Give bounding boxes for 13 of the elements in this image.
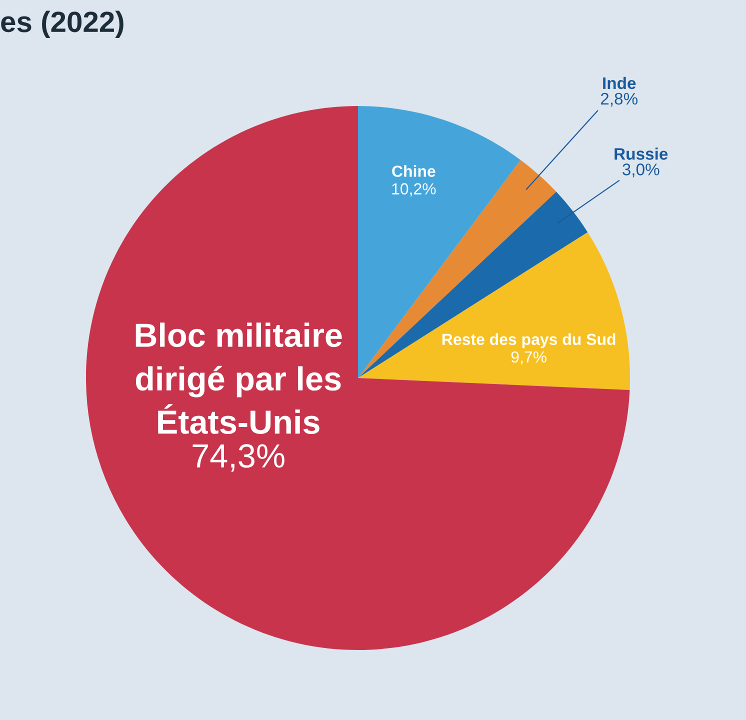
slice-label: Inde: [603, 76, 636, 90]
data-label: 10,2%: [392, 183, 436, 196]
slice-label: Chine: [392, 165, 436, 177]
slice-label: Reste des pays du Sud: [442, 333, 616, 348]
chart-title: es (2022): [1, 10, 124, 38]
slice-label: Bloc militaire dirigé par les États-Unis: [136, 322, 342, 434]
data-label: 74,3%: [192, 444, 284, 472]
data-label: 3,0%: [622, 164, 660, 178]
data-label: 9,7%: [511, 351, 546, 365]
data-label: 2,8%: [600, 92, 638, 107]
slice-label: Russie: [614, 148, 668, 160]
pie-slice: [358, 160, 556, 378]
pie-slice: [358, 232, 630, 390]
